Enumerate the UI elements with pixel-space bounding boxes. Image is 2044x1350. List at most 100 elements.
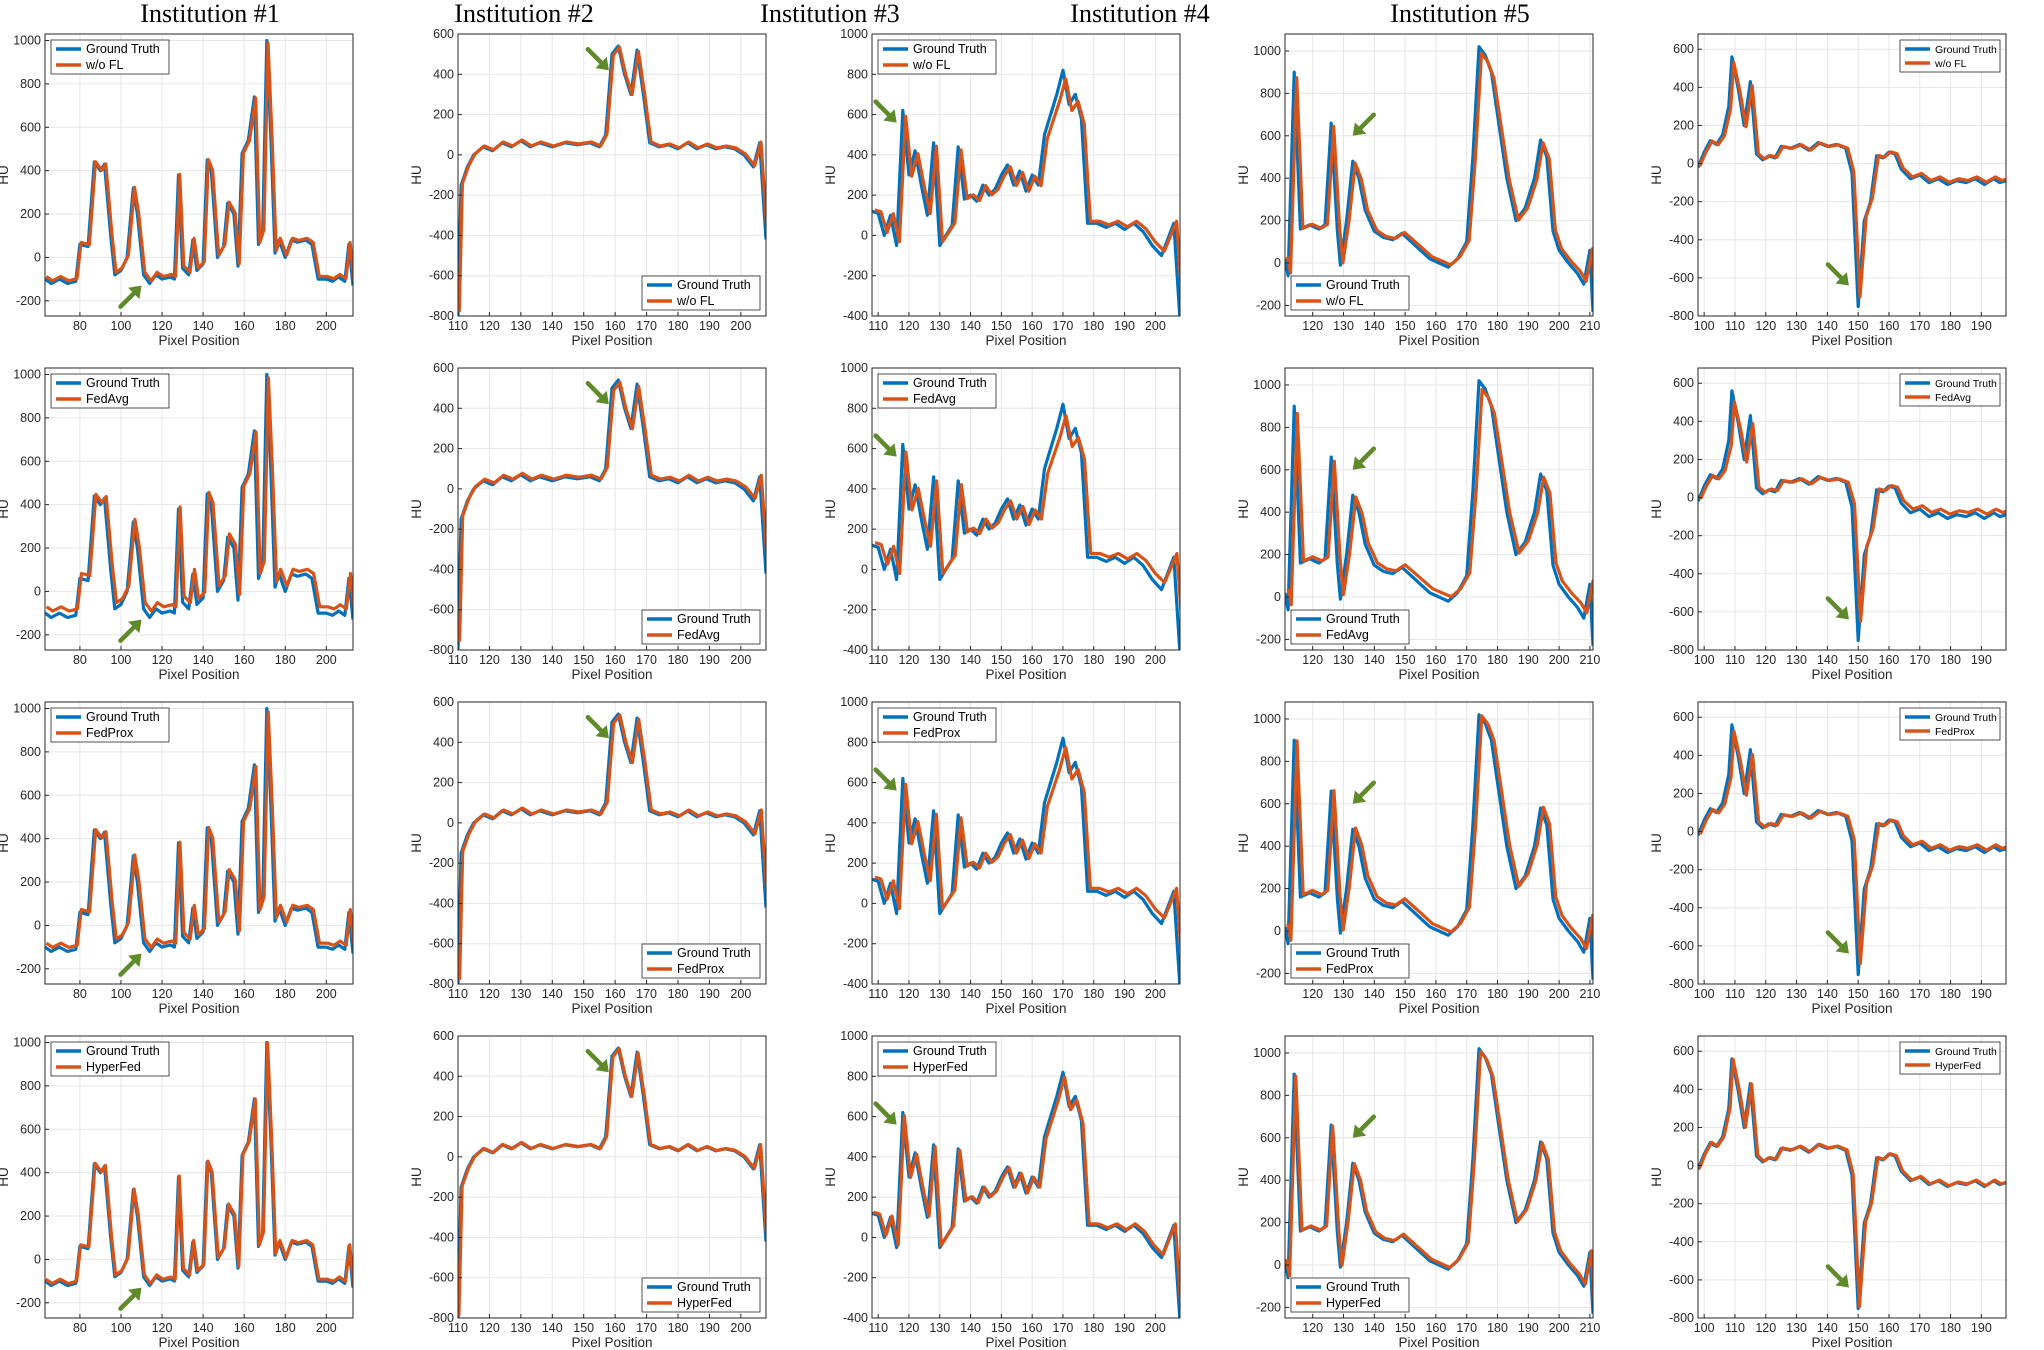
legend-entry: Ground Truth	[677, 946, 751, 960]
grid	[45, 702, 353, 984]
y-tick-label: 200	[847, 856, 868, 870]
legend-entry: FedAvg	[677, 628, 720, 642]
x-tick-label: 150	[573, 653, 594, 667]
legend: Ground Truth FedAvg	[1899, 373, 2001, 407]
series-line-method	[45, 1041, 353, 1286]
x-tick-label: 180	[668, 987, 689, 1001]
y-tick-label: 1000	[1253, 712, 1281, 726]
y-tick-label: 200	[433, 442, 454, 456]
series-line-ground-truth	[872, 68, 1180, 316]
x-tick-label: 120	[479, 653, 500, 667]
legend-entry: FedAvg	[86, 392, 129, 406]
legend-box	[877, 373, 997, 409]
legend-entry: Ground Truth	[913, 710, 987, 724]
chart-panel: 110 120 130 140 150 160 170 180 190 200 -400 -200 0 2…	[823, 695, 1181, 1016]
x-tick-label: 120	[1755, 653, 1776, 667]
x-axis-label: Pixel Position	[1811, 667, 1892, 682]
x-axis-label: Pixel Position	[985, 667, 1066, 682]
legend-entry: Ground Truth	[677, 278, 751, 292]
x-tick-label: 140	[1817, 1321, 1838, 1335]
annotation-arrow	[1825, 1264, 1849, 1288]
x-tick-label: 210	[1579, 319, 1600, 333]
chart-panel: 120 130 140 150 160 170 180 190 200 210 -200 0 200 40…	[1236, 33, 1600, 348]
y-tick-label: 200	[1673, 1120, 1694, 1134]
x-tick-label: 180	[668, 319, 689, 333]
y-tick-label: -200	[16, 1296, 41, 1310]
x-tick-label: 190	[1518, 319, 1539, 333]
y-axis-label: HU	[823, 499, 838, 519]
annotation-arrow	[873, 99, 897, 123]
y-tick-label: 1000	[13, 368, 41, 382]
y-tick-label: 400	[20, 1166, 41, 1180]
y-tick-label: -600	[1669, 939, 1694, 953]
x-tick-label: 130	[929, 987, 950, 1001]
x-tick-label: 180	[668, 653, 689, 667]
legend-entry: FedAvg	[1935, 392, 1971, 404]
y-tick-label: 0	[861, 896, 868, 910]
x-tick-label: 160	[1022, 653, 1043, 667]
x-tick-label: 190	[1114, 1321, 1135, 1335]
annotation-arrow	[873, 433, 897, 457]
x-tick-label: 130	[1333, 987, 1354, 1001]
y-tick-label: 600	[433, 695, 454, 709]
y-tick-label: -800	[429, 977, 454, 991]
x-tick-label: 120	[152, 987, 173, 1001]
x-tick-label: 150	[991, 1321, 1012, 1335]
legend: Ground Truth FedAvg	[1290, 609, 1410, 645]
x-tick-label: 130	[1786, 319, 1807, 333]
x-tick-label: 190	[1114, 653, 1135, 667]
y-tick-label: 400	[1260, 839, 1281, 853]
x-tick-label: 190	[699, 653, 720, 667]
x-tick-label: 110	[868, 653, 888, 667]
y-tick-label: -200	[1256, 298, 1281, 312]
axes-frame	[1284, 367, 1594, 651]
axes-frame	[1284, 33, 1594, 317]
x-tick-label: 100	[1694, 1321, 1715, 1335]
x-tick-label: 120	[479, 987, 500, 1001]
x-tick-label: 200	[1145, 319, 1166, 333]
legend-box	[1290, 609, 1410, 645]
y-axis-label: HU	[1236, 499, 1251, 519]
x-axis-label: Pixel Position	[1811, 333, 1892, 348]
y-tick-label: -800	[429, 309, 454, 323]
x-tick-label: 190	[1971, 987, 1992, 1001]
legend: Ground Truth FedAvg	[50, 373, 170, 409]
x-tick-label: 180	[1083, 319, 1104, 333]
x-axis-label: Pixel Position	[158, 1001, 239, 1016]
y-tick-label: 600	[847, 1110, 868, 1124]
legend-entry: w/o FL	[912, 58, 951, 72]
x-tick-label: 140	[960, 319, 981, 333]
legend-entry: Ground Truth	[1935, 378, 1997, 390]
y-tick-label: -200	[16, 628, 41, 642]
y-tick-label: 1000	[1253, 378, 1281, 392]
x-tick-label: 100	[111, 1321, 132, 1335]
x-tick-label: 150	[573, 1321, 594, 1335]
chart-panel: 100 110 120 130 140 150 160 170 180 190 -800 -600 -4…	[1649, 367, 2007, 682]
x-tick-label: 120	[1302, 987, 1323, 1001]
x-tick-label: 200	[730, 653, 751, 667]
x-tick-label: 160	[1425, 987, 1446, 1001]
y-tick-label: 0	[34, 250, 41, 264]
legend: Ground Truth FedProx	[877, 707, 997, 743]
x-tick-label: 210	[1579, 1321, 1600, 1335]
y-tick-label: -400	[429, 228, 454, 242]
y-tick-label: 1000	[13, 702, 41, 716]
x-tick-label: 180	[1940, 1321, 1961, 1335]
legend-entry: FedAvg	[913, 392, 956, 406]
y-tick-label: 600	[20, 454, 41, 468]
y-tick-label: 1000	[1253, 44, 1281, 58]
y-tick-label: 800	[20, 411, 41, 425]
x-tick-label: 170	[1909, 319, 1930, 333]
chart-panel: 100 110 120 130 140 150 160 170 180 190 -800 -600 -4…	[1649, 33, 2007, 348]
x-tick-label: 160	[605, 1321, 626, 1335]
x-tick-label: 180	[1940, 987, 1961, 1001]
x-tick-label: 160	[234, 319, 255, 333]
series-line-method	[45, 710, 353, 950]
x-axis-label: Pixel Position	[571, 1335, 652, 1350]
y-tick-label: -400	[843, 309, 868, 323]
x-tick-label: 150	[1395, 987, 1416, 1001]
y-tick-label: 1000	[13, 34, 41, 48]
grid	[1698, 702, 2006, 985]
series-line-method	[45, 41, 353, 284]
y-tick-label: -200	[1256, 966, 1281, 980]
